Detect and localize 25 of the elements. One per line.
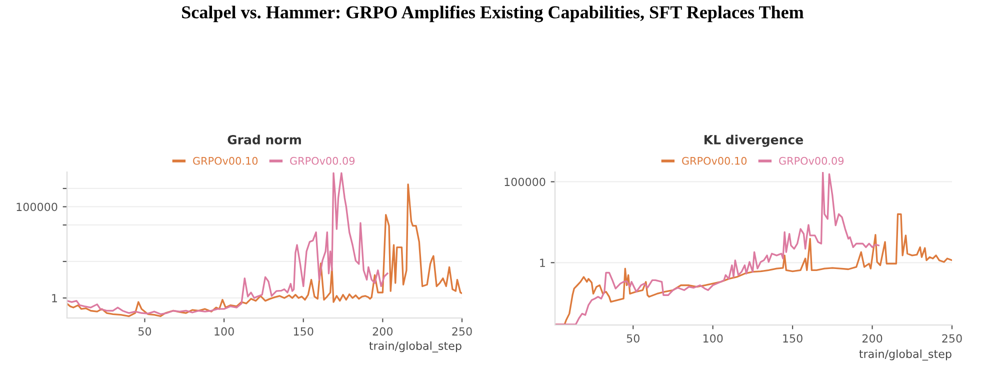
x-tick-label: 50	[626, 334, 640, 343]
line-series	[555, 172, 880, 325]
line-series	[67, 172, 388, 315]
legend-label: GRPOv00.09	[779, 156, 844, 165]
x-tick-label: 200	[372, 327, 393, 336]
y-tick-label: 1	[52, 294, 57, 302]
legend-label: GRPOv00.10	[682, 156, 747, 165]
text: Scalpel vs. Hammer: GRPO Amplifies Existing Capabilities, SFT Replaces Them	[182, 6, 804, 22]
x-tick-label: 200	[862, 334, 882, 343]
x-tick-label: 100	[703, 334, 723, 343]
x-axis-title: train/global_step	[859, 349, 952, 361]
y-tick-label: 1	[540, 258, 545, 267]
x-tick-label: 150	[294, 327, 314, 336]
legend-label: GRPOv00.09	[290, 156, 355, 165]
x-tick-label: 50	[138, 327, 152, 336]
x-tick-label: 100	[214, 327, 234, 336]
chart-title: Grad norm	[228, 134, 301, 144]
x-tick-label: 250	[942, 334, 962, 343]
legend-label: GRPOv00.10	[193, 156, 258, 165]
chart-title: KL divergence	[704, 134, 804, 147]
y-tick-label: 100000	[16, 202, 58, 212]
x-axis-title: train/global_step	[369, 341, 462, 352]
x-tick-label: 150	[783, 334, 802, 343]
x-tick-label: 250	[452, 327, 472, 336]
y-tick-label: 100000	[504, 178, 546, 186]
